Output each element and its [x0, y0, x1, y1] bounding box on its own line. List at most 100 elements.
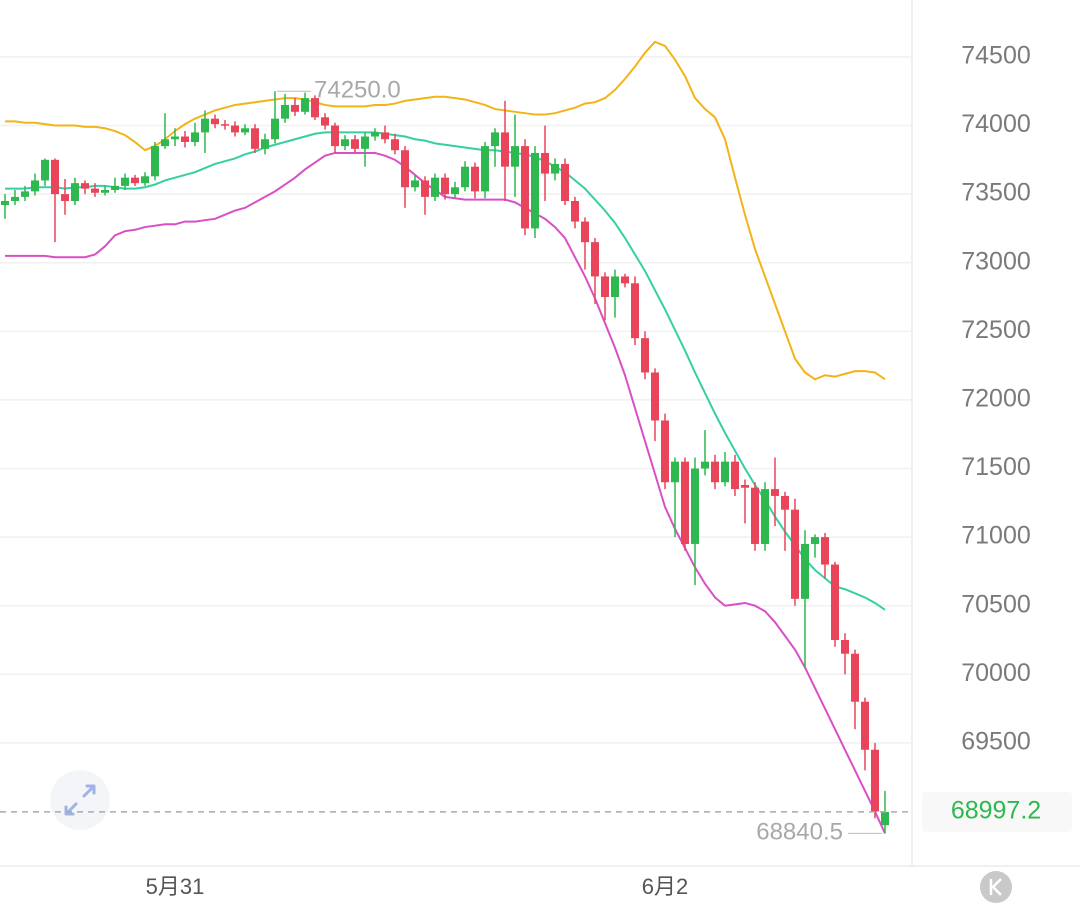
- min-label: 68840.5: [756, 819, 843, 846]
- candle-body: [461, 166, 469, 188]
- y-tick-label: 73500: [961, 179, 1031, 207]
- candle-body: [171, 136, 179, 140]
- candle-body: [711, 461, 719, 483]
- candle-body: [341, 139, 349, 147]
- candle-body: [471, 166, 479, 192]
- kline-button[interactable]: [980, 871, 1012, 903]
- candle-body: [541, 152, 549, 174]
- candle-body: [761, 489, 769, 544]
- candle-body: [221, 124, 229, 126]
- candle-body: [851, 653, 859, 702]
- candle-body: [411, 180, 419, 188]
- candle-body: [691, 468, 699, 544]
- candle-body: [841, 640, 849, 654]
- last-price-box: [922, 791, 1072, 832]
- candle-body: [831, 564, 839, 641]
- expand-circle[interactable]: [50, 770, 110, 830]
- candle-body: [231, 125, 239, 133]
- candle-body: [731, 461, 739, 490]
- candle-body: [281, 104, 289, 119]
- candle-body: [261, 139, 269, 149]
- candle-body: [741, 484, 749, 488]
- y-tick-label: 72500: [961, 316, 1031, 344]
- candle-body: [441, 177, 449, 195]
- candle-body: [81, 183, 89, 189]
- candle-body: [201, 118, 209, 133]
- candle-body: [71, 183, 79, 201]
- candle-body: [531, 152, 539, 229]
- expand-icon[interactable]: [64, 784, 96, 816]
- candle-body: [721, 461, 729, 483]
- candle-body: [481, 146, 489, 192]
- candle-body: [881, 811, 889, 826]
- expand-button[interactable]: [50, 770, 110, 830]
- candle-body: [431, 177, 439, 197]
- candle-body: [31, 180, 39, 192]
- candle-body: [591, 242, 599, 277]
- candle-body: [111, 185, 119, 191]
- candle-body: [391, 139, 399, 151]
- candle-body: [801, 543, 809, 599]
- candle-body: [561, 163, 569, 201]
- candle-body: [491, 132, 499, 147]
- candle-body: [551, 163, 559, 174]
- candle-body: [241, 128, 249, 133]
- y-tick-label: 70500: [961, 590, 1031, 618]
- candle-body: [131, 177, 139, 184]
- y-tick-label: 71500: [961, 453, 1031, 481]
- candle-body: [291, 104, 299, 112]
- candle-body: [571, 200, 579, 222]
- candle-body: [301, 98, 309, 112]
- candle-body: [701, 461, 709, 469]
- candle-body: [161, 139, 169, 147]
- candle-body: [771, 489, 779, 496]
- candle-body: [191, 132, 199, 142]
- kline-circle[interactable]: [980, 871, 1012, 903]
- candle-body: [91, 188, 99, 193]
- candle-body: [251, 128, 259, 149]
- candle-body: [351, 139, 359, 149]
- kline-icon[interactable]: [989, 878, 1002, 896]
- candle-body: [381, 132, 389, 140]
- y-tick-label: 70000: [961, 659, 1031, 687]
- candle-body: [11, 196, 19, 201]
- candle-body: [51, 159, 59, 195]
- candle-body: [141, 176, 149, 184]
- y-tick-label: 72000: [961, 385, 1031, 413]
- last-price-label: 68997.2: [951, 796, 1041, 824]
- y-tick-label: 74500: [961, 42, 1031, 70]
- candle-body: [751, 487, 759, 544]
- candle-body: [311, 98, 319, 118]
- candle-body: [181, 136, 189, 142]
- y-tick-label: 69500: [961, 728, 1031, 756]
- candle-body: [521, 146, 529, 229]
- candle-body: [401, 150, 409, 188]
- candle-body: [651, 372, 659, 421]
- candle-body: [21, 191, 29, 197]
- candle-body: [41, 159, 49, 181]
- max-label: 74250.0: [314, 77, 401, 104]
- candle-body: [631, 283, 639, 339]
- bollinger-band: [5, 131, 886, 611]
- candle-body: [861, 701, 869, 750]
- candle-body: [581, 221, 589, 243]
- candle-body: [511, 146, 519, 167]
- candle-body: [361, 136, 369, 149]
- candle-body: [621, 276, 629, 284]
- y-tick-label: 74000: [961, 110, 1031, 138]
- candle-body: [871, 749, 879, 812]
- candle-body: [501, 132, 509, 167]
- candle-body: [211, 118, 219, 125]
- candle-body: [821, 537, 829, 565]
- candle-body: [451, 187, 459, 195]
- candle-body: [811, 537, 819, 544]
- candle-body: [421, 180, 429, 197]
- candle-body: [371, 132, 379, 137]
- candle-body: [1, 200, 9, 206]
- candle-body: [101, 190, 109, 193]
- candle-body: [321, 117, 329, 126]
- candle-body: [61, 194, 69, 201]
- candle-body: [671, 461, 679, 483]
